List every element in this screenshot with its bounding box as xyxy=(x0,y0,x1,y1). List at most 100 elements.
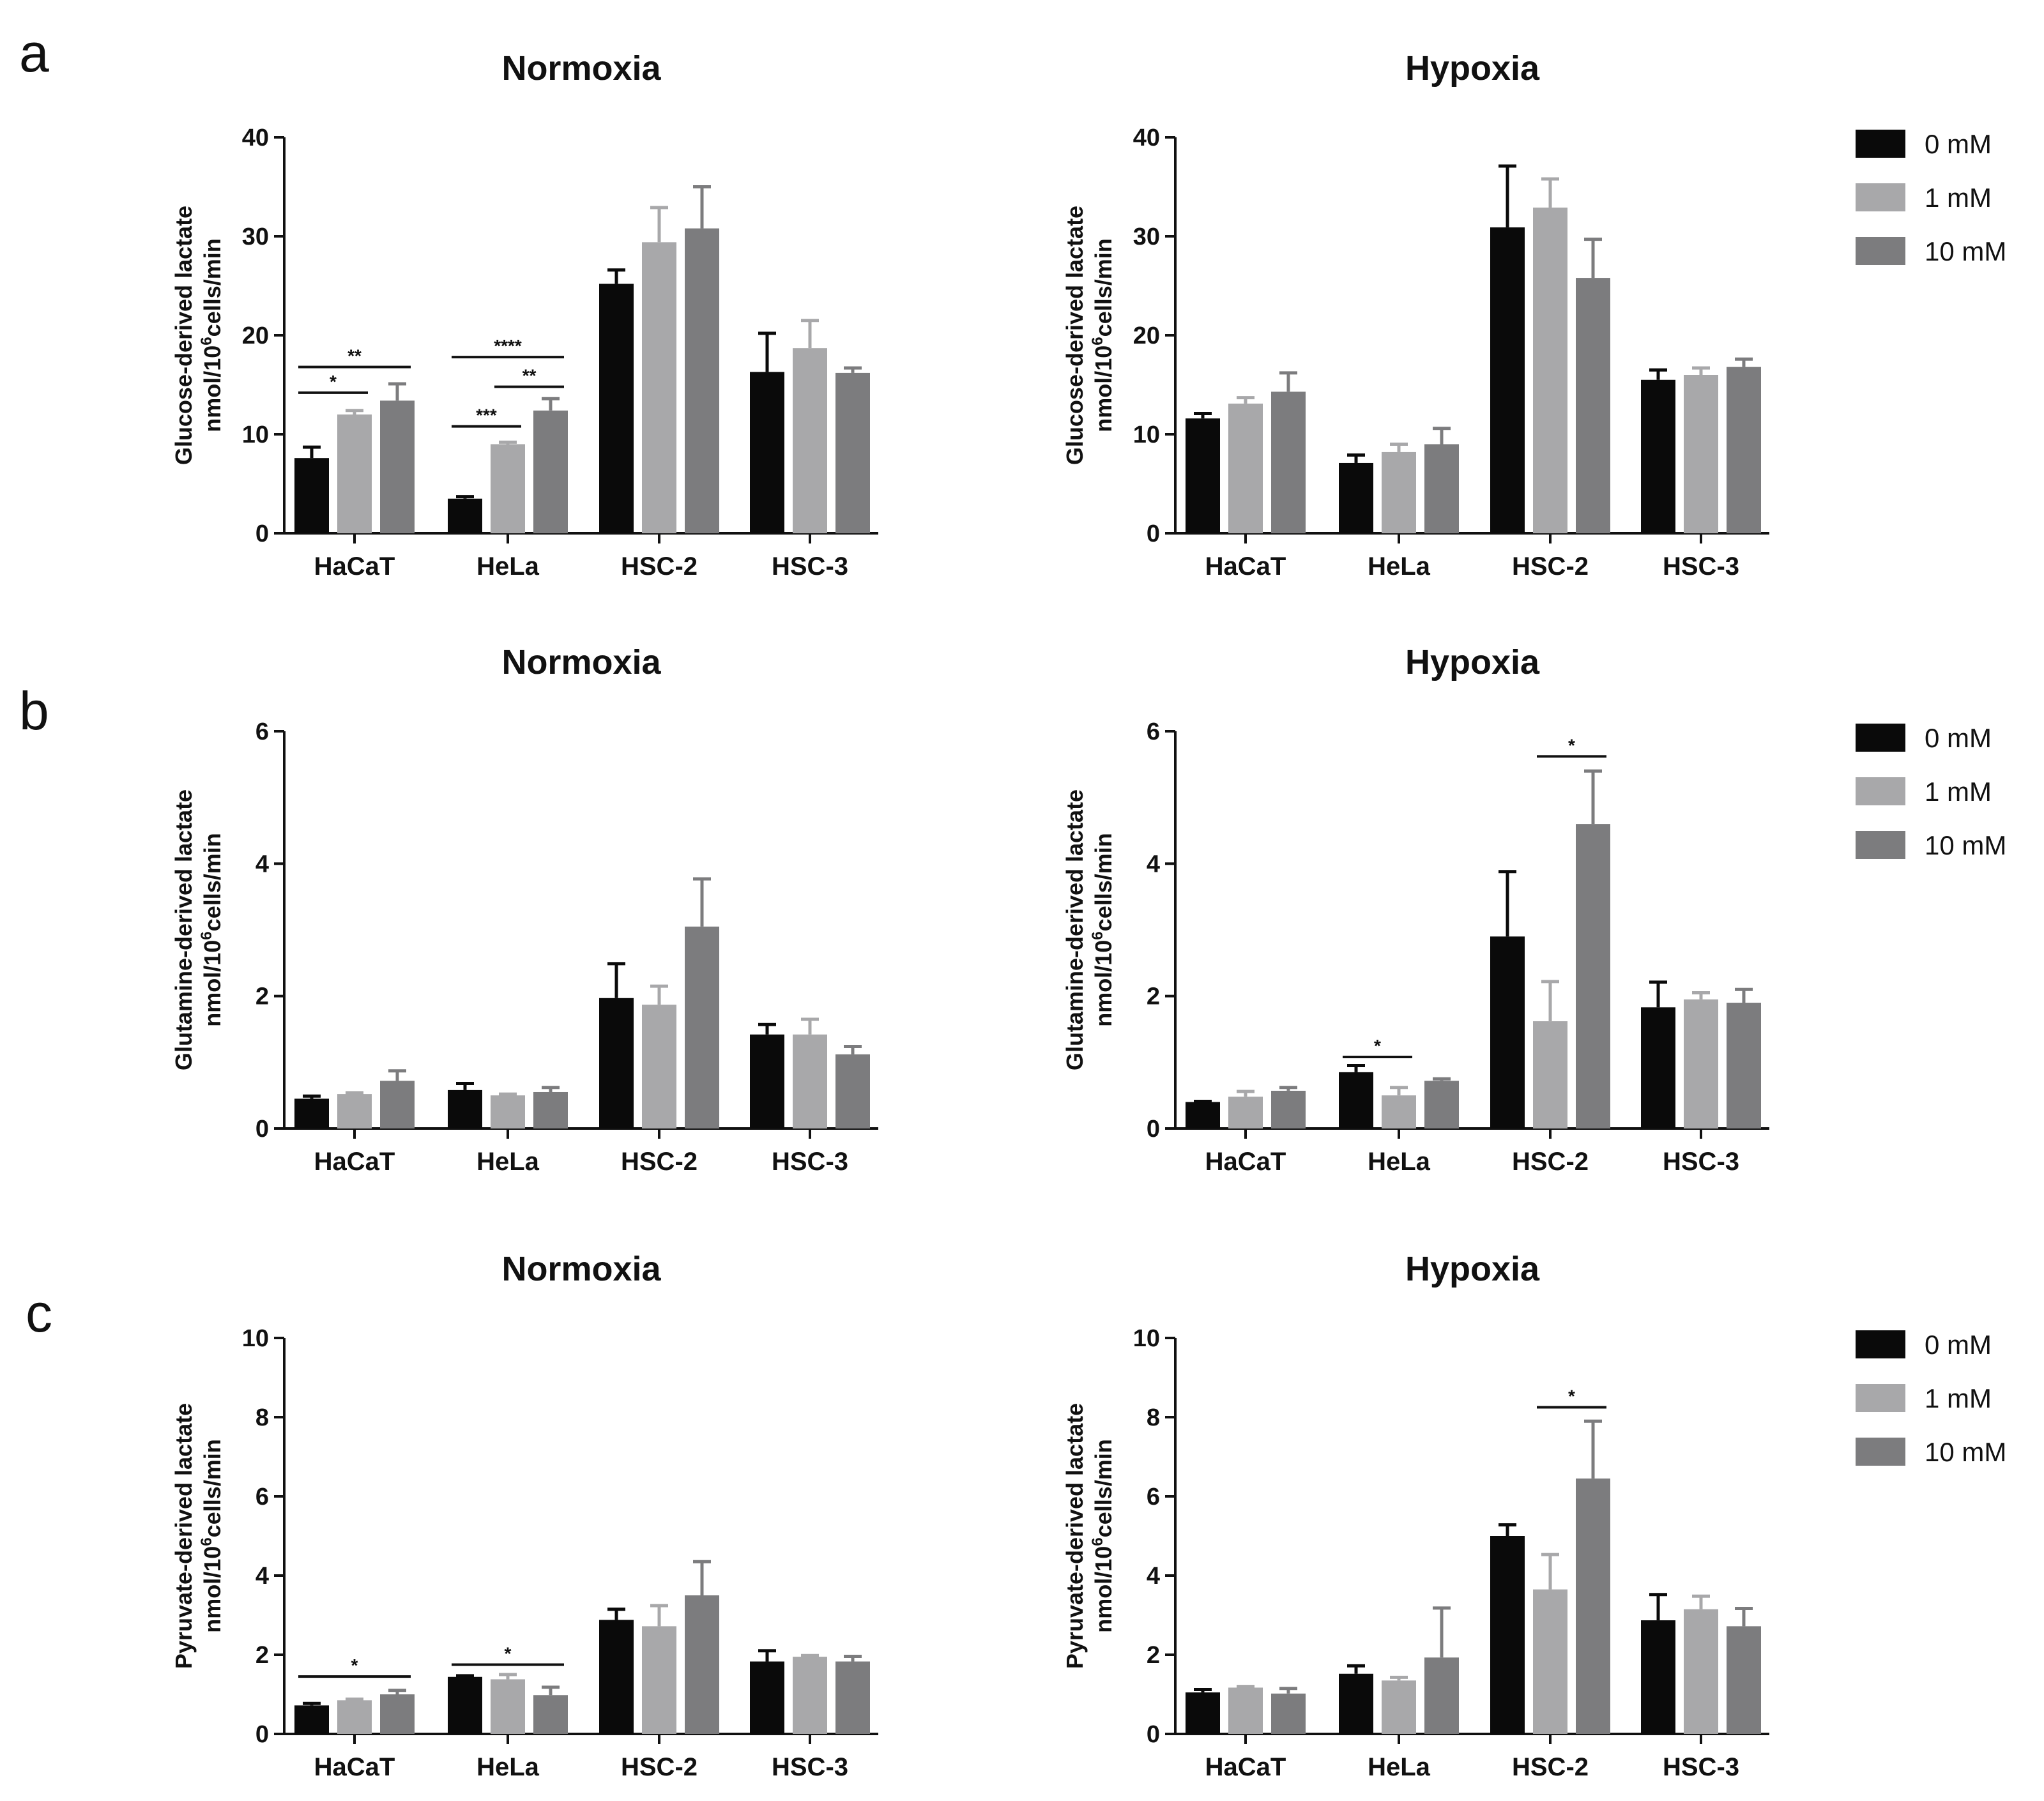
chart-c-hypoxia: Hypoxia 0 2 4 6 8 10 Pyruvate-derived lactate nm… xyxy=(1062,1250,1769,1781)
ylabel-unit-post: cells/min xyxy=(199,833,225,931)
significance-label: ** xyxy=(522,366,537,386)
bar-hela-1mm xyxy=(491,1095,525,1128)
bar-hacat-1mm xyxy=(1228,1097,1263,1128)
bar-hela-10mm xyxy=(533,410,568,533)
y-axis-label-line2: nmol/106cells/min xyxy=(1089,1439,1117,1632)
ylabel-unit-pre: nmol/10 xyxy=(199,1546,225,1633)
bar-hela-1mm xyxy=(1382,1095,1416,1128)
bar-hela-10mm xyxy=(533,1091,568,1128)
bar-hsc-3-0mm xyxy=(1641,379,1675,533)
bar-hacat-10mm xyxy=(380,400,415,533)
bar-hsc-3-10mm xyxy=(1727,367,1761,533)
bar-hela-0mm xyxy=(448,1676,482,1734)
x-category-label: HSC-3 xyxy=(772,1148,848,1176)
ylabel-unit-sup: 6 xyxy=(198,337,215,345)
bar-hsc-2-1mm xyxy=(642,1626,676,1734)
panel-letter-b: b xyxy=(19,681,49,741)
bar-hela-0mm xyxy=(448,498,482,533)
bar-hsc-2-1mm xyxy=(1533,208,1567,533)
chart-a-normoxia: Normoxia 0 10 20 30 40 Glucose-derived lactate… xyxy=(171,49,878,581)
bar-hela-0mm xyxy=(448,1090,482,1128)
legend-c: 0 mM 1 mM 10 mM xyxy=(1856,1330,2006,1467)
bar-hsc-2-1mm xyxy=(642,242,676,533)
bar-hela-1mm xyxy=(491,1679,525,1734)
y-tick-label: 0 xyxy=(256,1116,269,1143)
ylabel-unit-pre: nmol/10 xyxy=(199,346,225,432)
y-tick-label: 40 xyxy=(1133,125,1160,151)
y-tick-label: 30 xyxy=(242,224,269,250)
legend-swatch-0mm xyxy=(1856,724,1905,752)
bar-hela-0mm xyxy=(1339,1673,1373,1734)
bar-hsc-3-1mm xyxy=(1684,999,1718,1128)
x-category-label: HSC-3 xyxy=(772,552,848,581)
y-tick-label: 2 xyxy=(1147,1642,1160,1669)
y-tick-label: 8 xyxy=(1147,1404,1160,1431)
bar-hela-1mm xyxy=(491,444,525,533)
y-axis-label-line1: Glucose-derived lactate xyxy=(1062,206,1088,465)
y-tick-label: 4 xyxy=(256,851,269,878)
significance-label: * xyxy=(1374,1036,1381,1056)
x-category-label: HaCaT xyxy=(314,552,395,581)
ylabel-unit-post: cells/min xyxy=(1090,833,1117,931)
bar-hela-1mm xyxy=(1382,452,1416,533)
x-category-label: HSC-3 xyxy=(1663,552,1739,581)
legends-layer: 0 mM 1 mM 10 mM 0 mM 1 mM 10 mM 0 mM 1 mM 10 mM xyxy=(1856,129,2006,1467)
bar-hsc-3-10mm xyxy=(835,1661,870,1734)
chart-title: Normoxia xyxy=(501,1250,661,1288)
ylabel-unit-sup: 6 xyxy=(1089,931,1106,939)
legend-label-1mm: 1 mM xyxy=(1925,183,1992,213)
bar-hsc-3-0mm xyxy=(750,1034,784,1128)
bar-hsc-2-0mm xyxy=(1490,1536,1525,1734)
bar-hacat-1mm xyxy=(337,414,372,533)
bar-hacat-1mm xyxy=(337,1700,372,1734)
x-category-label: HSC-3 xyxy=(1663,1753,1739,1781)
x-category-label: HaCaT xyxy=(1205,1148,1286,1176)
bar-hacat-10mm xyxy=(1271,391,1306,533)
bar-hsc-2-10mm xyxy=(1576,824,1610,1128)
chart-title: Hypoxia xyxy=(1405,1250,1540,1288)
bar-hsc-2-1mm xyxy=(1533,1589,1567,1734)
legend-swatch-10mm xyxy=(1856,237,1905,265)
significance-label: * xyxy=(351,1655,358,1675)
bar-hacat-0mm xyxy=(1186,418,1220,533)
x-category-label: HeLa xyxy=(477,1148,540,1176)
y-tick-label: 10 xyxy=(1133,1325,1160,1352)
y-tick-label: 6 xyxy=(1147,718,1160,745)
chart-title: Normoxia xyxy=(501,49,661,87)
y-axis-label-line2: nmol/106cells/min xyxy=(198,833,225,1026)
y-tick-label: 40 xyxy=(242,125,269,151)
y-tick-label: 30 xyxy=(1133,224,1160,250)
x-category-label: HSC-2 xyxy=(1512,1753,1589,1781)
chart-title: Hypoxia xyxy=(1405,49,1540,87)
legend-label-1mm: 1 mM xyxy=(1925,1383,1992,1413)
y-tick-label: 6 xyxy=(256,1484,269,1510)
significance-label: ** xyxy=(347,346,362,366)
bar-hacat-1mm xyxy=(1228,403,1263,533)
bar-hsc-2-10mm xyxy=(685,926,719,1128)
x-category-label: HeLa xyxy=(1368,1753,1431,1781)
bar-hacat-0mm xyxy=(294,1098,329,1128)
bar-hacat-10mm xyxy=(1271,1693,1306,1734)
bar-hsc-3-1mm xyxy=(793,1034,827,1128)
bar-hsc-2-0mm xyxy=(599,998,634,1128)
ylabel-unit-sup: 6 xyxy=(1089,1537,1106,1546)
bar-hela-10mm xyxy=(1424,1081,1459,1128)
legend-label-10mm: 10 mM xyxy=(1925,236,2006,266)
bar-hacat-1mm xyxy=(1228,1687,1263,1734)
ylabel-unit-post: cells/min xyxy=(199,238,225,337)
legend-swatch-0mm xyxy=(1856,1330,1905,1358)
bar-hsc-3-1mm xyxy=(1684,1609,1718,1734)
y-axis-label-line1: Pyruvate-derived lactate xyxy=(171,1403,197,1669)
legend-label-0mm: 0 mM xyxy=(1925,723,1992,753)
significance-label: * xyxy=(505,1644,512,1664)
bar-hsc-2-1mm xyxy=(1533,1021,1567,1128)
legend-a: 0 mM 1 mM 10 mM xyxy=(1856,129,2006,266)
x-category-label: HSC-2 xyxy=(1512,1148,1589,1176)
y-tick-label: 10 xyxy=(242,422,269,448)
bar-hsc-2-10mm xyxy=(1576,278,1610,533)
legend-swatch-1mm xyxy=(1856,1384,1905,1412)
chart-title: Hypoxia xyxy=(1405,643,1540,681)
bar-hsc-2-0mm xyxy=(599,1620,634,1734)
